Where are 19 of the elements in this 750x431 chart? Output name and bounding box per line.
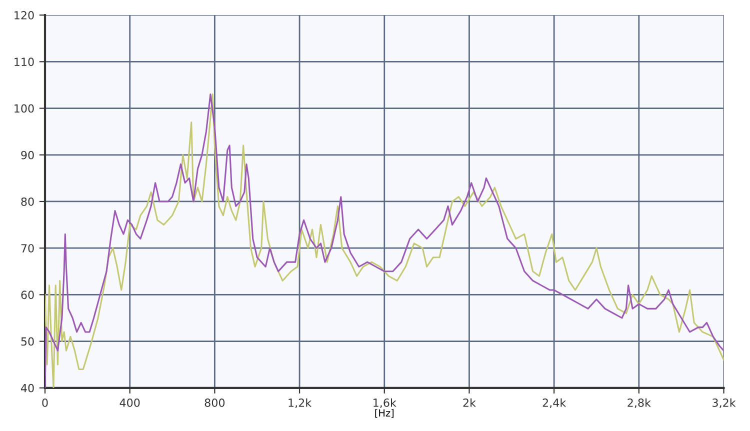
x-axis-title: [Hz] — [375, 409, 394, 418]
y-tick-label: 50 — [21, 337, 34, 346]
y-tick-label: 80 — [21, 197, 34, 206]
x-tick-label: 2k — [463, 398, 476, 407]
y-tick-label: 40 — [20, 384, 34, 392]
y-tick-label: 100 — [14, 104, 34, 113]
x-tick-label: 400 — [120, 398, 140, 407]
x-tick-label: 800 — [204, 398, 225, 407]
x-tick-label: 2,4k — [542, 398, 566, 408]
x-tick-label: 1,2k — [288, 398, 312, 408]
y-tick-label: 60 — [21, 290, 34, 300]
x-tick-label: 3,2k — [712, 398, 736, 408]
x-tick-label: 0 — [42, 398, 48, 407]
y-tick-label: 120 — [14, 11, 34, 20]
x-tick-label: 2,8k — [628, 398, 651, 408]
y-tick-label: 90 — [21, 150, 34, 160]
y-tick-label: 70 — [21, 244, 34, 252]
x-tick-label: 1,6k — [374, 398, 396, 408]
y-tick-label: 110 — [14, 58, 34, 66]
